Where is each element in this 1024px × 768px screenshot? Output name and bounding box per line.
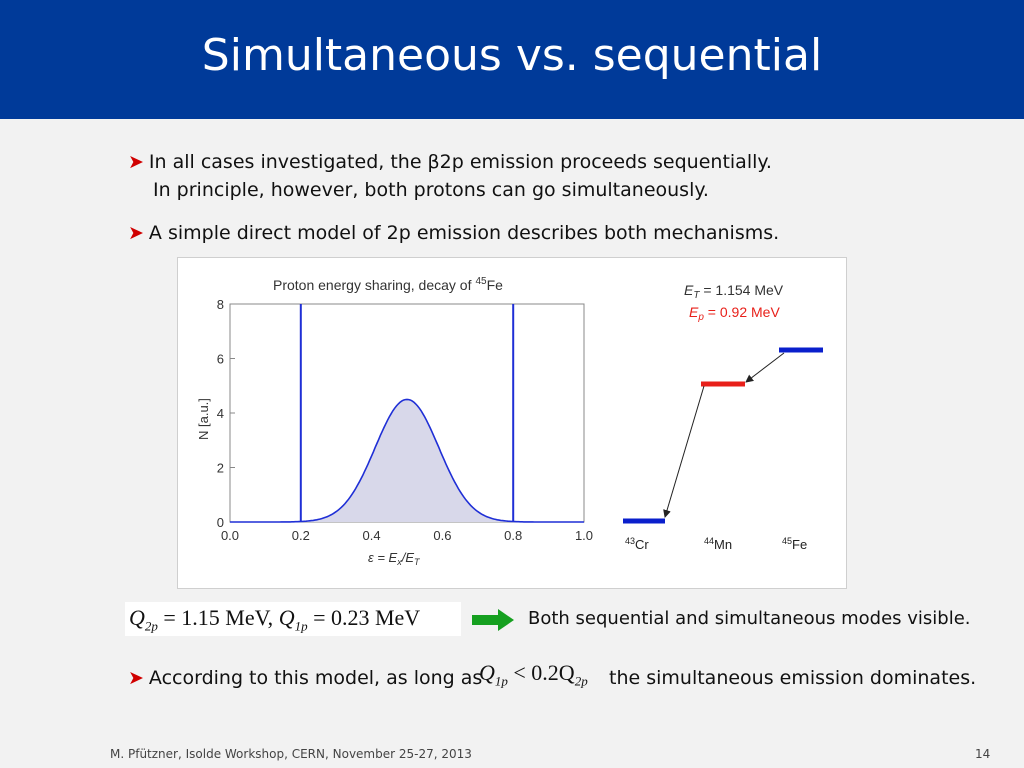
footer-citation: M. Pfützner, Isolde Workshop, CERN, Nove…: [110, 747, 472, 761]
equation-q-values: Q2p = 1.15 MeV, Q1p = 0.23 MeV: [125, 602, 461, 636]
bullet-3-suffix: the simultaneous emission dominates.: [609, 667, 977, 689]
y-tick-label: 4: [217, 406, 224, 421]
bullet-1-line-2: In principle, however, both protons can …: [153, 179, 709, 201]
bullet-2: ➤ A simple direct model of 2p emission de…: [128, 222, 779, 244]
bullet-3: ➤ According to this model, as long as: [128, 667, 482, 689]
transition-arrow-mn-cr: [663, 385, 705, 518]
x-tick-label: 0.4: [363, 528, 381, 543]
x-tick-label: 0.6: [433, 528, 451, 543]
y-tick-label: 8: [217, 297, 224, 312]
plot-marks: [230, 304, 584, 523]
x-axis-label: ε = Ex/ET: [368, 550, 421, 567]
y-axis-ticks: 0 2 4 6 8: [217, 297, 235, 530]
simultaneous-curve: [230, 398, 584, 523]
simultaneous-area: [230, 399, 584, 522]
x-tick-label: 0.0: [221, 528, 239, 543]
chart-title: Proton energy sharing, decay of 45Fe: [273, 276, 503, 293]
y-tick-label: 2: [217, 461, 224, 476]
equation-condition: Q1p < 0.2Q2p: [479, 660, 588, 689]
chevron-right-icon: ➤: [128, 667, 144, 689]
y-axis-label: N [a.u.]: [196, 398, 211, 440]
bullet-1-line-1: In all cases investigated, the β2p emiss…: [148, 151, 772, 173]
bullet-1: ➤ In all cases investigated, the β2p emis…: [128, 151, 772, 173]
label-45fe: 45Fe: [782, 536, 807, 552]
figure-svg: Proton energy sharing, decay of 45Fe 0.0 0…: [196, 276, 823, 567]
title-bar: Simultaneous vs. sequential: [0, 0, 1024, 119]
chevron-right-icon: ➤: [128, 151, 144, 173]
y-tick-label: 0: [217, 515, 224, 530]
ep-label: Ep = 0.92 MeV: [689, 304, 780, 323]
result-text: Both sequential and simultaneous modes v…: [528, 608, 971, 629]
x-tick-label: 0.8: [504, 528, 522, 543]
slide-title: Simultaneous vs. sequential: [201, 30, 823, 81]
et-label: ET = 1.154 MeV: [684, 282, 784, 301]
transition-arrow-fe-mn: [745, 352, 785, 383]
x-tick-label: 1.0: [575, 528, 593, 543]
bullet-2-text: A simple direct model of 2p emission des…: [148, 222, 780, 244]
y-tick-label: 6: [217, 352, 224, 367]
label-43cr: 43Cr: [625, 536, 649, 552]
chevron-right-icon: ➤: [128, 222, 144, 244]
bullet-3-prefix: According to this model, as long as: [148, 667, 483, 689]
x-tick-label: 0.2: [292, 528, 310, 543]
page-number: 14: [975, 747, 991, 761]
label-44mn: 44Mn: [704, 536, 732, 552]
figure-panel: Proton energy sharing, decay of 45Fe 0.0 0…: [177, 257, 847, 589]
green-arrow-icon: [472, 609, 514, 631]
